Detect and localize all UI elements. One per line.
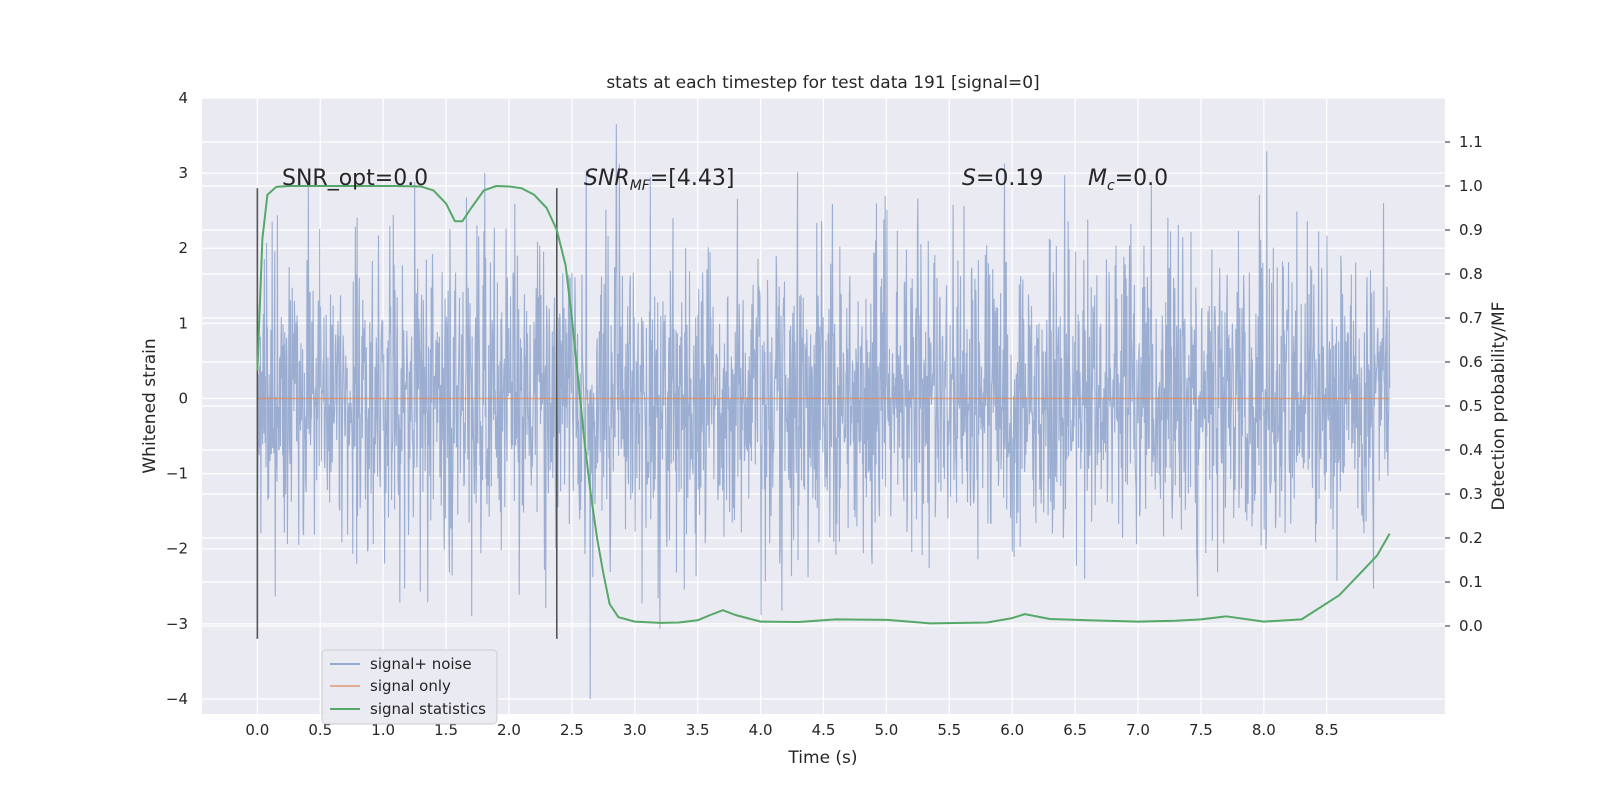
signal-noise-series <box>256 124 1391 699</box>
y-tick-label: 0 <box>178 389 188 407</box>
y-tick-label: −4 <box>166 690 188 708</box>
right-y-tick-label: 0.5 <box>1459 397 1483 415</box>
x-tick-label: 8.0 <box>1252 721 1276 739</box>
mc-base: M <box>1088 166 1107 191</box>
noise-line <box>256 124 1391 699</box>
x-tick-label: 6.0 <box>1000 721 1024 739</box>
x-tick-label: 4.0 <box>749 721 773 739</box>
right-y-tick-label: 0.2 <box>1459 529 1483 547</box>
right-y-axis-label: Detection probability/MF <box>1489 302 1509 511</box>
x-tick-label: 0.5 <box>308 721 332 739</box>
x-tick-label: 2.0 <box>497 721 521 739</box>
x-tick-label: 4.5 <box>812 721 836 739</box>
right-y-tick-label: 1.1 <box>1459 133 1483 151</box>
mc-annotation: Mc=0.0 <box>1088 166 1168 194</box>
x-axis-label: Time (s) <box>787 748 857 768</box>
tick-labels: 0.0 0.5 1.0 1.5 2.0 2.5 3.0 3.5 4.0 4.5 5.0 5.5 6.0 6… <box>166 89 1483 739</box>
x-tick-label: 3.0 <box>623 721 647 739</box>
legend-label-noise: signal+ noise <box>370 655 472 673</box>
x-tick-label: 2.5 <box>560 721 584 739</box>
snr-opt-annotation: SNR_opt=0.0 <box>282 166 428 191</box>
right-y-tick-label: 0.7 <box>1459 309 1483 327</box>
y-axis-label: Whitened strain <box>140 338 160 473</box>
y-tick-label: 2 <box>178 239 188 257</box>
s-value: =0.19 <box>976 166 1043 191</box>
right-y-tick-label: 0.4 <box>1459 441 1483 459</box>
chart-title: stats at each timestep for test data 191… <box>606 73 1039 93</box>
x-tick-label: 1.0 <box>371 721 395 739</box>
y-tick-label: −2 <box>166 540 188 558</box>
mc-value: =0.0 <box>1115 166 1168 191</box>
x-tick-label: 5.5 <box>937 721 961 739</box>
x-tick-label: 5.0 <box>874 721 898 739</box>
right-y-tick-label: 0.6 <box>1459 353 1483 371</box>
legend-box <box>321 649 498 725</box>
s-base: S <box>962 166 976 191</box>
y-tick-label: −3 <box>166 615 188 633</box>
x-tick-label: 7.5 <box>1189 721 1213 739</box>
snr-mf-annotation: SNRMF=[4.43] <box>584 166 734 194</box>
right-y-tick-label: 0.9 <box>1459 221 1483 239</box>
window-markers <box>256 188 558 639</box>
legend: signal+ noise signal only signal statist… <box>321 649 498 725</box>
x-tick-label: 3.5 <box>686 721 710 739</box>
right-y-tick-label: 0.8 <box>1459 265 1483 283</box>
y-tick-label: 1 <box>178 314 188 332</box>
statistics-line <box>256 185 1391 625</box>
right-y-tick-label: 0.0 <box>1459 617 1483 635</box>
signal-statistics-series <box>256 185 1391 625</box>
mc-subscript: c <box>1107 178 1115 194</box>
x-tick-label: 6.5 <box>1063 721 1087 739</box>
y-tick-label: −1 <box>166 465 188 483</box>
snr-mf-base: SNR <box>584 166 630 191</box>
legend-label-signal: signal only <box>370 677 451 695</box>
x-tick-label: 0.0 <box>245 721 269 739</box>
right-y-tick-label: 0.1 <box>1459 573 1483 591</box>
x-tick-label: 8.5 <box>1315 721 1339 739</box>
y-tick-label: 3 <box>178 164 188 182</box>
y-tick-label: 4 <box>178 89 188 107</box>
x-tick-label: 7.0 <box>1126 721 1150 739</box>
x-tick-label: 1.5 <box>434 721 458 739</box>
right-y-tick-label: 0.3 <box>1459 485 1483 503</box>
s-annotation: S=0.19 <box>962 166 1043 191</box>
legend-label-statistics: signal statistics <box>370 700 486 718</box>
snr-mf-value: =[4.43] <box>650 166 735 191</box>
right-y-tick-label: 1.0 <box>1459 177 1483 195</box>
snr-mf-subscript: MF <box>630 178 651 194</box>
